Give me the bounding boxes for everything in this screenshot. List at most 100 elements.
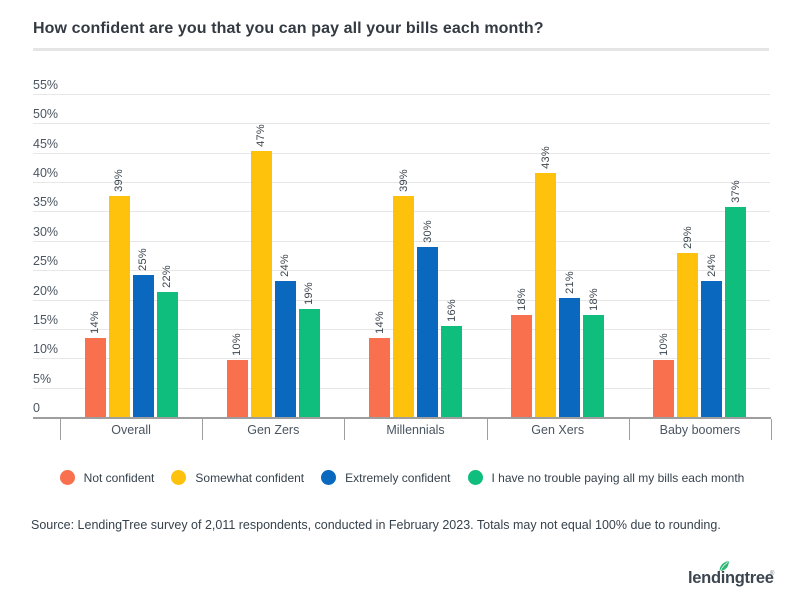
bar-value-label: 29%	[681, 225, 694, 249]
category-label-gen-xers: Gen Xers	[531, 423, 585, 437]
bar-i-have-gen-zers	[298, 309, 320, 417]
gridline-50	[33, 123, 770, 125]
bar-value-label: 18%	[587, 288, 600, 311]
legend-item-not-confident: Not confident	[59, 470, 155, 485]
x-axis-tick-2	[344, 419, 346, 440]
bar-value-label: 24%	[705, 254, 718, 277]
bar-extremely-confident-millennials	[417, 247, 438, 417]
bar-wrap-not-confident-3: 18%	[511, 94, 533, 417]
bar-group-baby-boomers: 10% 29% 24% 37%	[629, 94, 771, 417]
bar-not-confident-gen-xers	[511, 315, 533, 417]
bar-not-confident-gen-zers	[226, 360, 248, 417]
bar-value-label: 10%	[657, 333, 670, 357]
bar-value-label: 21%	[563, 271, 576, 294]
category-label-millennials: Millennials	[386, 423, 445, 437]
bar-extremely-confident-gen-xers	[559, 298, 581, 417]
bar-group-gen-zers: 10% 47% 24% 19%	[202, 94, 344, 417]
bar-wrap-extremely-confident-3: 21%	[559, 94, 581, 417]
bar-value-label: 47%	[255, 123, 268, 147]
bar-wrap-extremely-confident-2: 30%	[417, 94, 438, 417]
bar-wrap-somewhat-confident-4: 29%	[677, 94, 699, 417]
legend-dot-icon	[59, 470, 75, 485]
bar-i-have-overall	[156, 292, 178, 417]
title-divider	[33, 48, 769, 51]
bar-wrap-somewhat-confident-0: 39%	[108, 94, 130, 417]
y-axis-label-15: 15%	[33, 312, 59, 327]
x-axis-line	[33, 417, 771, 419]
bar-wrap-somewhat-confident-2: 39%	[393, 94, 414, 417]
category-label-baby-boomers: Baby boomers	[659, 423, 741, 437]
bar-wrap-somewhat-confident-3: 43%	[535, 94, 557, 417]
y-axis-label-50: 50%	[33, 107, 59, 122]
y-axis-label-30: 30%	[33, 224, 59, 239]
bar-group-overall: 14% 39% 25% 22%	[60, 94, 202, 417]
bar-wrap-not-confident-4: 10%	[653, 94, 675, 417]
bar-somewhat-confident-gen-zers	[250, 150, 272, 417]
bar-somewhat-confident-baby-boomers	[677, 252, 699, 417]
bar-value-label: 10%	[231, 333, 244, 357]
bar-value-label: 43%	[539, 146, 552, 170]
gridline-45	[33, 152, 770, 154]
bar-value-label: 37%	[729, 180, 742, 204]
bar-wrap-i-have-4: 37%	[725, 94, 747, 417]
legend-label: I have no trouble paying all my bills ea…	[491, 470, 745, 485]
bar-value-label: 39%	[113, 169, 126, 192]
bar-value-label: 39%	[397, 169, 410, 192]
bar-value-label: 24%	[279, 254, 292, 277]
bar-not-confident-baby-boomers	[653, 360, 675, 417]
y-axis-label-55: 55%	[33, 78, 59, 92]
leaf-icon	[719, 561, 729, 572]
bar-i-have-gen-xers	[583, 315, 605, 417]
bar-wrap-not-confident-0: 14%	[84, 94, 106, 417]
bar-group-millennials: 14% 39% 30% 16%	[344, 94, 486, 417]
bar-i-have-baby-boomers	[725, 207, 747, 417]
legend-dot-icon	[467, 470, 483, 485]
bar-not-confident-overall	[84, 337, 106, 417]
bar-extremely-confident-gen-zers	[274, 281, 296, 417]
legend-item-i-have: I have no trouble paying all my bills ea…	[467, 470, 745, 485]
bar-wrap-i-have-0: 22%	[156, 94, 178, 417]
y-axis-label-45: 45%	[33, 136, 59, 151]
y-axis-label-35: 35%	[33, 195, 59, 210]
legend-item-somewhat-confident: Somewhat confident	[171, 470, 304, 485]
y-axis-label-20: 20%	[33, 283, 59, 298]
legend-label: Not confident	[83, 470, 155, 485]
category-label-gen-zers: Gen Zers	[247, 423, 300, 437]
bar-value-label: 14%	[89, 310, 102, 334]
bar-wrap-extremely-confident-1: 24%	[274, 94, 296, 417]
bar-wrap-extremely-confident-4: 24%	[701, 94, 723, 417]
x-axis-tick-1	[202, 419, 204, 440]
chart-legend: Not confident Somewhat confident Extremely…	[33, 470, 771, 485]
y-axis-label-40: 40%	[33, 166, 59, 181]
y-axis-label-0: 0	[33, 401, 40, 415]
legend-dot-icon	[321, 470, 337, 485]
bar-not-confident-millennials	[369, 337, 390, 417]
x-axis-tick-5	[771, 419, 772, 440]
bar-extremely-confident-baby-boomers	[701, 281, 723, 417]
bar-extremely-confident-overall	[132, 275, 154, 417]
bar-wrap-not-confident-1: 10%	[226, 94, 248, 417]
bar-wrap-extremely-confident-0: 25%	[132, 94, 154, 417]
bar-somewhat-confident-overall	[108, 195, 130, 417]
category-label-overall: Overall	[111, 423, 151, 437]
legend-label: Extremely confident	[345, 470, 451, 485]
legend-item-extremely-confident: Extremely confident	[321, 470, 451, 485]
y-axis-label-5: 5%	[33, 371, 52, 386]
bar-value-label: 22%	[161, 265, 174, 289]
x-axis: Overall Gen Zers Millennials Gen Xers Baby b…	[33, 419, 772, 443]
bar-wrap-somewhat-confident-1: 47%	[250, 94, 272, 417]
gridline-40	[33, 182, 770, 184]
gridline-55	[33, 94, 770, 95]
y-axis-label-10: 10%	[33, 342, 59, 357]
bar-value-label: 19%	[303, 282, 316, 306]
bar-somewhat-confident-millennials	[393, 195, 414, 417]
logo-text: lendingtree	[688, 569, 774, 587]
bar-wrap-not-confident-2: 14%	[369, 94, 390, 417]
bar-wrap-i-have-2: 16%	[441, 94, 462, 417]
logo-registered-mark: ®	[770, 571, 775, 577]
x-axis-tick-0	[60, 419, 61, 440]
legend-label: Somewhat confident	[195, 470, 305, 485]
bar-group-gen-xers: 18% 43% 21% 18%	[487, 94, 629, 417]
bar-value-label: 14%	[373, 310, 386, 334]
